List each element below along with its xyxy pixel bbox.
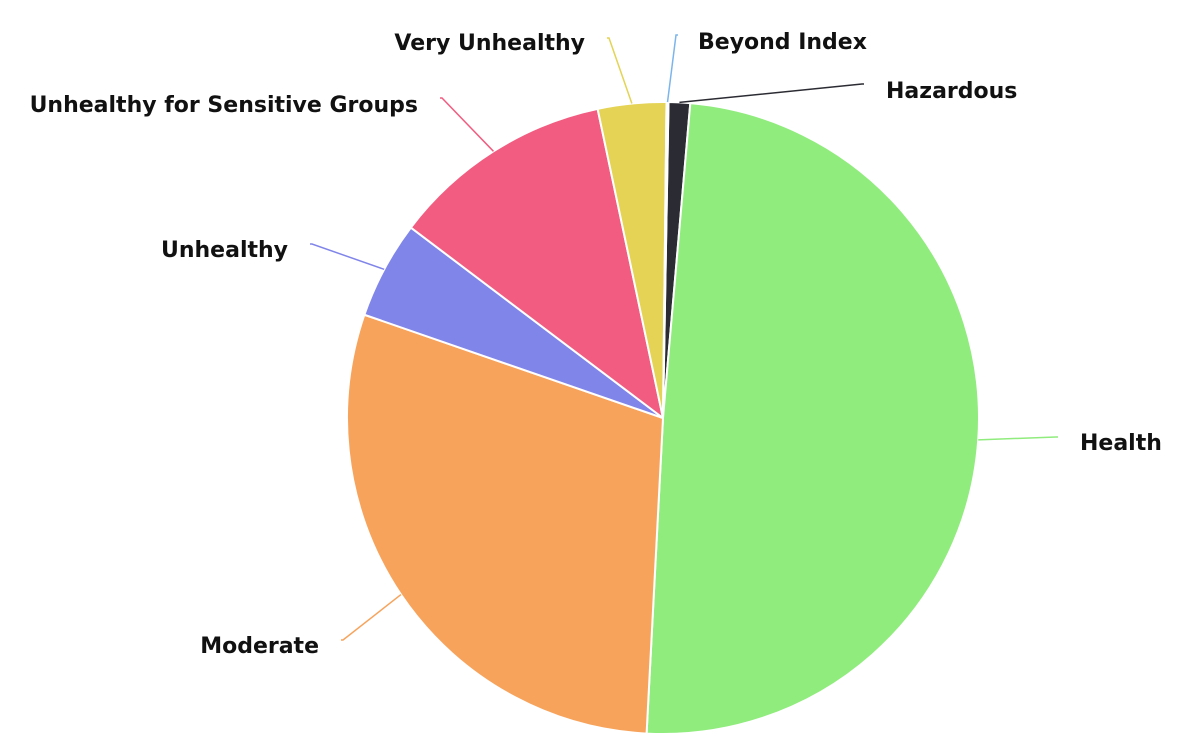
- slice-label-unhealthy-for-sensitive-groups: Unhealthy for Sensitive Groups: [30, 93, 418, 118]
- pie-slice-unhealthy-for-sensitive-groups[interactable]: [409, 107, 664, 419]
- pie-slice-moderate[interactable]: [346, 313, 664, 735]
- pie-slice-beyond-index[interactable]: [662, 101, 670, 419]
- connector-very-unhealthy: [607, 37, 633, 104]
- slice-label-hazardous: Hazardous: [886, 79, 1017, 104]
- connector-moderate: [341, 594, 402, 641]
- slice-label-health: Health: [1080, 431, 1162, 456]
- connector-beyond-index: [666, 34, 678, 103]
- connector-hazardous: [679, 83, 864, 104]
- pie-slices: [346, 101, 981, 735]
- pie-slice-health[interactable]: [645, 102, 981, 735]
- slice-label-very-unhealthy: Very Unhealthy: [394, 31, 585, 56]
- connector-health: [978, 436, 1058, 441]
- slice-label-beyond-index: Beyond Index: [698, 30, 867, 55]
- connector-unhealthy-for-sensitive-groups: [440, 97, 495, 152]
- label-connectors: [310, 34, 1058, 641]
- slice-labels: Hazardous Health Moderate Unhealthy Unhealth…: [30, 30, 1162, 659]
- slice-label-unhealthy: Unhealthy: [161, 238, 288, 263]
- slice-label-moderate: Moderate: [200, 634, 319, 659]
- connector-unhealthy: [310, 243, 385, 271]
